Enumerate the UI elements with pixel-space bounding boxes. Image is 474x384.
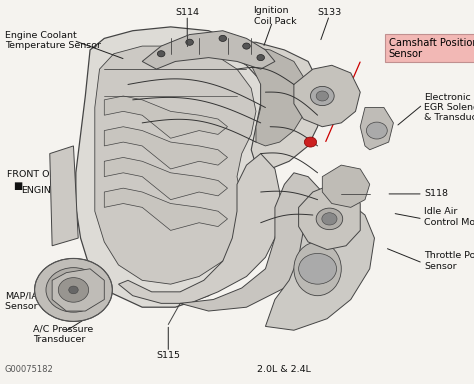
Text: G00075182: G00075182	[5, 366, 54, 374]
Polygon shape	[299, 184, 360, 250]
Circle shape	[316, 91, 328, 101]
Ellipse shape	[294, 242, 341, 296]
Circle shape	[299, 253, 337, 284]
Circle shape	[322, 213, 337, 225]
Circle shape	[257, 55, 264, 61]
Text: Camshaft Position (CMP)
Sensor: Camshaft Position (CMP) Sensor	[389, 37, 474, 59]
Polygon shape	[104, 96, 228, 138]
Polygon shape	[47, 269, 71, 307]
Text: S114: S114	[175, 8, 199, 17]
Text: Idle Air
Control Motor: Idle Air Control Motor	[424, 207, 474, 227]
Text: S118: S118	[424, 189, 448, 199]
Polygon shape	[218, 46, 308, 146]
Text: ■: ■	[13, 181, 23, 191]
Polygon shape	[104, 127, 228, 169]
Text: Electronic
EGR Solenoid
& Transducer: Electronic EGR Solenoid & Transducer	[424, 93, 474, 122]
Text: S115: S115	[156, 351, 180, 361]
Text: S133: S133	[317, 8, 342, 17]
Circle shape	[157, 51, 165, 57]
Text: 2.0L & 2.4L: 2.0L & 2.4L	[257, 366, 311, 374]
Polygon shape	[104, 157, 228, 200]
Text: ENGINE: ENGINE	[21, 185, 56, 195]
Circle shape	[58, 278, 89, 302]
Polygon shape	[322, 165, 370, 207]
Polygon shape	[50, 146, 78, 246]
Circle shape	[219, 35, 227, 41]
Circle shape	[304, 137, 317, 147]
Text: FRONT OF: FRONT OF	[7, 170, 55, 179]
Circle shape	[310, 86, 334, 106]
Text: Ignition
Coil Pack: Ignition Coil Pack	[254, 7, 296, 26]
Polygon shape	[52, 269, 104, 311]
Text: MAP/IAT
Sensor (2.0L): MAP/IAT Sensor (2.0L)	[5, 292, 68, 311]
Circle shape	[69, 286, 78, 294]
Text: A/C Pressure
Transducer: A/C Pressure Transducer	[33, 324, 93, 344]
Polygon shape	[294, 65, 360, 127]
Text: Engine Coolant
Temperature Sensor: Engine Coolant Temperature Sensor	[5, 31, 101, 50]
Circle shape	[316, 208, 343, 230]
Polygon shape	[180, 173, 332, 311]
Polygon shape	[209, 42, 322, 169]
Circle shape	[35, 258, 112, 321]
Circle shape	[366, 122, 387, 139]
Polygon shape	[118, 154, 280, 303]
Polygon shape	[265, 196, 374, 330]
Polygon shape	[76, 27, 280, 307]
Circle shape	[46, 268, 101, 312]
Circle shape	[243, 43, 250, 49]
Polygon shape	[95, 46, 256, 284]
Polygon shape	[360, 108, 393, 150]
Polygon shape	[142, 31, 275, 69]
Text: Throttle Position
Sensor: Throttle Position Sensor	[424, 252, 474, 271]
Circle shape	[186, 39, 193, 45]
Polygon shape	[104, 188, 228, 230]
